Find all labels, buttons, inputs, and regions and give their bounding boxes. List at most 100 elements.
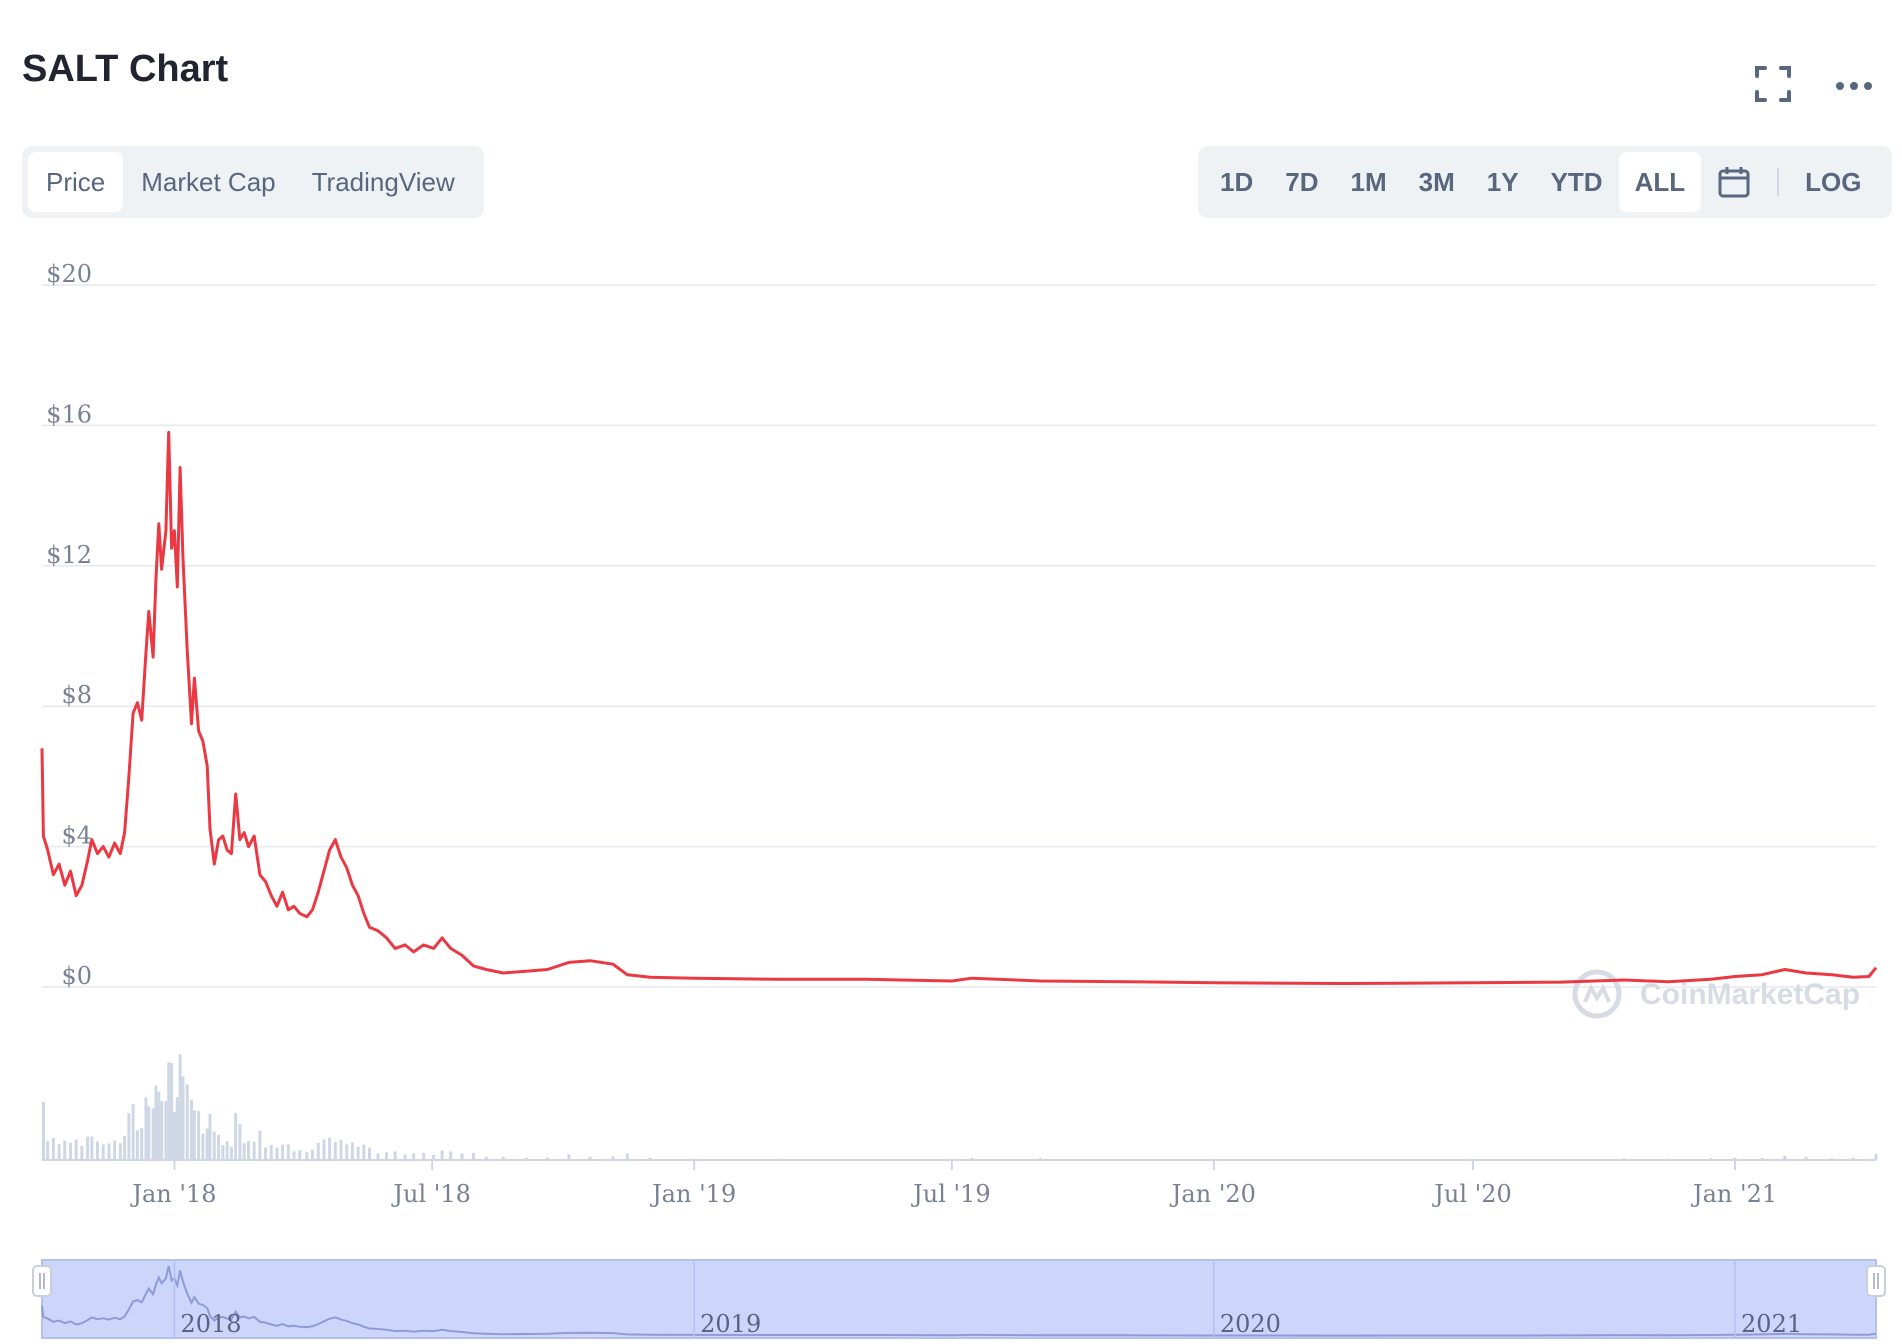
volume-bar [225, 1141, 229, 1160]
y-axis-ticks: $0 $4 $8 $12 $16 $20 [46, 260, 92, 990]
volume-bar [127, 1113, 131, 1160]
navigator-right-handle[interactable] [1866, 1265, 1886, 1297]
volume-bar [422, 1152, 426, 1160]
range-7d[interactable]: 7D [1285, 166, 1319, 197]
volume-bar [160, 1100, 164, 1160]
more-icon[interactable] [1834, 64, 1874, 104]
volume-bar [449, 1151, 453, 1160]
volume-bar [350, 1142, 354, 1160]
calendar-icon[interactable] [1701, 152, 1767, 212]
time-range-selector: 1D 7D 1M 3M 1Y YTD ALL LOG [1198, 146, 1892, 218]
volume-bar [1038, 1158, 1042, 1160]
volume-bar [123, 1136, 127, 1160]
volume-bar [90, 1136, 94, 1160]
log-scale-toggle[interactable]: LOG [1805, 166, 1862, 197]
range-1y[interactable]: 1Y [1486, 166, 1519, 197]
volume-bar [524, 1157, 528, 1160]
volume-bar [269, 1145, 273, 1160]
volume-bar [1709, 1158, 1713, 1160]
volume-bar [1622, 1158, 1626, 1160]
volume-bar [362, 1144, 366, 1160]
tab-tradingview[interactable]: TradingView [311, 166, 455, 197]
range-1d[interactable]: 1D [1220, 166, 1254, 197]
volume-bar [96, 1141, 100, 1160]
volume-bar [298, 1150, 302, 1160]
volume-bar [1874, 1153, 1878, 1160]
price-series [40, 430, 1878, 985]
volume-bar [190, 1099, 194, 1160]
volume-bar [328, 1137, 332, 1160]
x-tick-label: Jan '19 [649, 1180, 736, 1208]
volume-bar [154, 1085, 158, 1160]
volume-bar [1783, 1155, 1787, 1160]
range-navigator: 2018 2019 2020 2021 [32, 1259, 1886, 1339]
volume-bar [376, 1153, 380, 1160]
fullscreen-icon[interactable] [1753, 64, 1793, 104]
volume-bar [101, 1144, 105, 1160]
volume-bar [567, 1154, 571, 1160]
navigator-label: 2020 [1220, 1310, 1281, 1338]
x-tick-label: Jul '19 [910, 1180, 991, 1208]
volume-bar [648, 1157, 652, 1160]
volume-bar [258, 1130, 262, 1160]
volume-bar [1733, 1157, 1737, 1160]
range-ytd[interactable]: YTD [1550, 166, 1603, 197]
volume-bar [385, 1152, 389, 1160]
tab-price[interactable]: Price [28, 152, 124, 212]
volume-bar [1830, 1158, 1834, 1160]
navigator-window[interactable] [41, 1259, 1877, 1339]
range-1m[interactable]: 1M [1350, 166, 1387, 197]
volume-bar [51, 1137, 55, 1160]
volume-bar [140, 1128, 144, 1160]
volume-bar [611, 1156, 615, 1160]
volume-bar [393, 1151, 397, 1160]
range-divider [1777, 168, 1780, 196]
volume-bar [181, 1076, 185, 1160]
volume-bar [164, 1101, 168, 1160]
volume-bar [178, 1054, 182, 1160]
volume-bar [305, 1152, 309, 1160]
volume-bar [201, 1133, 205, 1160]
volume-bar [950, 1158, 954, 1160]
volume-bar [144, 1097, 148, 1160]
volume-bar [41, 1102, 45, 1160]
navigator-left-handle[interactable] [32, 1265, 52, 1297]
volume-bar [135, 1130, 139, 1160]
volume-bar [242, 1143, 246, 1160]
watermark-text: CoinMarketCap [1640, 978, 1860, 1011]
volume-bar [157, 1091, 161, 1160]
volume-bar [403, 1154, 407, 1160]
volume-bar [286, 1144, 290, 1160]
volume-bar [333, 1142, 337, 1160]
volume-bar [1666, 1158, 1670, 1160]
volume-bar [252, 1141, 256, 1160]
volume-bar [57, 1144, 61, 1160]
grid-lines [42, 284, 1876, 988]
range-all[interactable]: ALL [1618, 152, 1702, 212]
volume-bar [118, 1143, 122, 1160]
volume-bar [970, 1157, 974, 1160]
volume-bar [275, 1147, 279, 1160]
volume-bar [238, 1124, 242, 1160]
volume-bar [234, 1112, 238, 1160]
volume-bar [229, 1146, 233, 1160]
volume-bar [86, 1136, 90, 1160]
volume-bar [192, 1110, 196, 1160]
volume-bar [1804, 1157, 1808, 1160]
volume-bar [501, 1157, 505, 1160]
volume-bar [113, 1140, 117, 1160]
volume-bar [484, 1156, 488, 1160]
volume-bar [80, 1145, 84, 1160]
volume-bar [147, 1106, 151, 1160]
volume-bar [217, 1134, 221, 1160]
tab-market-cap[interactable]: Market Cap [141, 166, 276, 197]
volume-bar [1867, 1158, 1871, 1160]
volume-bar [545, 1157, 549, 1160]
volume-bar [1760, 1158, 1764, 1160]
volume-bar [170, 1063, 174, 1160]
navigator-label: 2019 [700, 1310, 761, 1338]
volume-bar [197, 1111, 201, 1160]
volume-bar [172, 1112, 176, 1160]
x-tick-label: Jan '21 [1690, 1180, 1777, 1208]
range-3m[interactable]: 3M [1418, 166, 1455, 197]
